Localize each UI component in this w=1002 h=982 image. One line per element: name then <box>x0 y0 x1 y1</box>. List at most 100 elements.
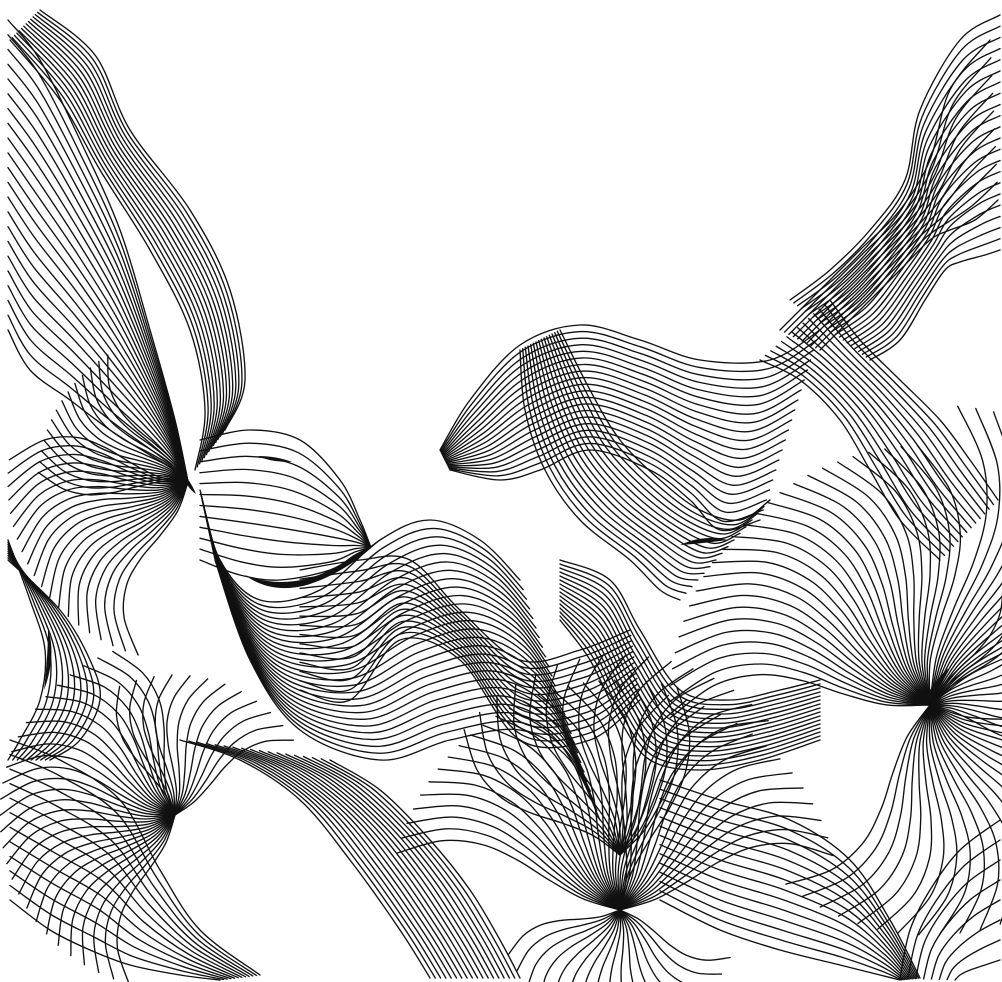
fan-line <box>10 470 189 514</box>
fan-line <box>742 523 931 706</box>
fan-line <box>929 692 1002 706</box>
fan-line <box>98 360 189 483</box>
fan-line <box>27 481 189 565</box>
fan-line <box>669 663 931 706</box>
flow-line <box>527 345 699 581</box>
flow-line <box>530 344 705 575</box>
flow-line <box>556 330 765 526</box>
flow-line <box>559 559 821 701</box>
fan-line <box>25 720 176 816</box>
fan-line <box>695 583 931 706</box>
fan-line <box>495 715 621 911</box>
flow-line <box>7 122 189 483</box>
fan-line <box>45 696 176 816</box>
flow-line <box>441 357 805 456</box>
right-knot-fan-d <box>929 405 1002 706</box>
left-edge-waves <box>7 539 102 761</box>
flow-line <box>311 756 511 979</box>
fan-line <box>929 616 1002 706</box>
fan-line <box>619 668 694 856</box>
flow-line <box>899 819 1001 979</box>
flow-line <box>9 855 232 980</box>
fan-line <box>619 828 829 911</box>
flow-line <box>796 36 1001 307</box>
flow-line <box>559 619 821 771</box>
flow-line <box>861 226 1001 355</box>
fan-line <box>929 704 1002 734</box>
fan-line <box>0 788 176 817</box>
flow-line <box>823 115 1001 327</box>
left-knot-fan-b <box>37 354 189 496</box>
right-upper-center <box>759 299 999 561</box>
fan-line <box>900 445 951 706</box>
fan-line <box>578 655 621 856</box>
flow-line <box>7 63 189 483</box>
flow-line <box>807 317 981 520</box>
fan-line <box>174 724 284 816</box>
flow-line <box>179 739 431 979</box>
flow-line <box>659 871 906 981</box>
fan-line <box>929 606 1002 706</box>
flow-line <box>447 429 771 504</box>
flow-line <box>285 753 495 979</box>
fan-line <box>918 704 958 936</box>
fan-line <box>142 675 176 816</box>
fan-line <box>619 909 723 975</box>
flow-line <box>202 503 537 632</box>
fan-line <box>807 474 931 706</box>
flow-line <box>299 590 635 696</box>
center-curl <box>439 324 821 532</box>
fan-line <box>619 677 715 856</box>
flow-line <box>23 25 225 453</box>
bottom-knot2-fan <box>463 654 769 856</box>
flow-line <box>241 747 468 979</box>
fan-line <box>619 720 769 856</box>
flow-line <box>444 390 790 462</box>
flow-line <box>9 797 247 978</box>
fan-line <box>929 683 1002 706</box>
fan-line <box>897 704 945 934</box>
far-right-lower <box>899 819 1001 981</box>
fan-line <box>34 708 176 816</box>
flow-line <box>907 839 1001 979</box>
fan-line <box>174 700 258 816</box>
flow-line <box>775 345 955 547</box>
flow-line <box>869 249 1001 361</box>
flow-line <box>7 240 189 483</box>
flow-line <box>299 583 634 689</box>
flow-line <box>786 336 963 538</box>
fan-line <box>11 743 176 816</box>
flow-line <box>199 547 371 568</box>
fan-line <box>593 654 627 856</box>
flow-line <box>302 755 505 979</box>
fan-line <box>86 481 189 634</box>
fan-line <box>837 461 931 706</box>
fan-line <box>929 704 1002 803</box>
flow-line <box>857 215 1001 353</box>
fan-line <box>801 704 931 898</box>
fan-line <box>437 768 621 911</box>
fan-line <box>929 582 1002 706</box>
fan-line <box>174 683 226 816</box>
flow-line <box>659 880 904 981</box>
flow-line <box>818 308 990 510</box>
flow-line <box>37 11 243 434</box>
flow-line <box>267 751 484 979</box>
fan-line <box>585 909 621 982</box>
flow-line <box>440 344 812 454</box>
flow-line <box>446 416 777 486</box>
fan-line <box>115 685 176 816</box>
flow-line <box>439 324 821 451</box>
fan-line <box>412 804 621 911</box>
flow-line <box>659 797 918 979</box>
fan-line <box>785 704 931 885</box>
ink-blot-upper <box>258 456 292 462</box>
flow-line <box>7 543 58 761</box>
flow-line <box>442 363 802 457</box>
fan-line <box>929 704 1002 766</box>
flow-line <box>954 959 1001 981</box>
flow-line <box>938 919 1001 981</box>
flow-line <box>551 333 753 535</box>
flow-line <box>7 550 76 761</box>
fan-line <box>929 674 1002 706</box>
